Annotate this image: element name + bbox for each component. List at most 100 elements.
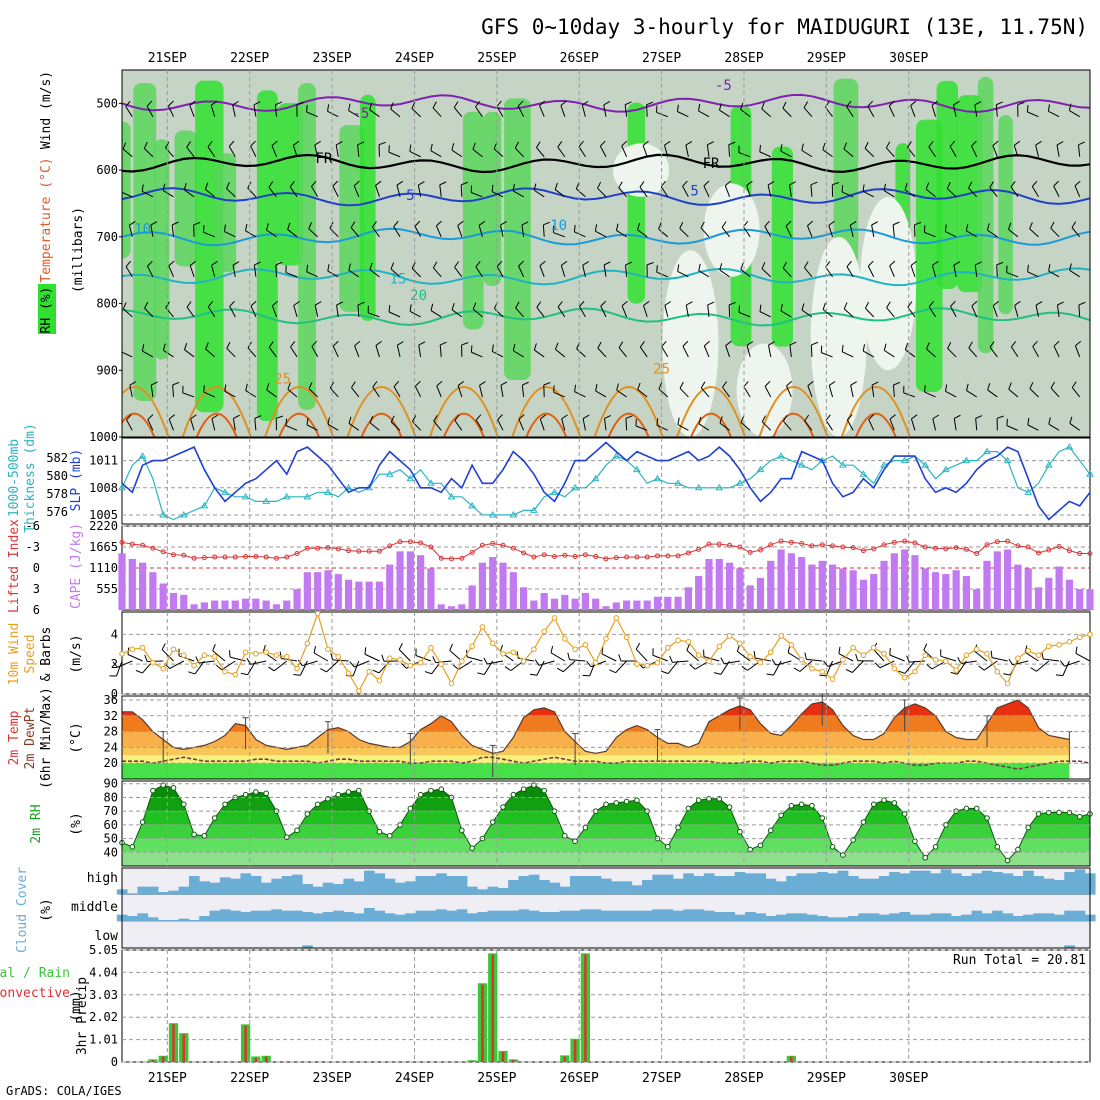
wind-barb-flag (971, 300, 978, 307)
wind-barb (804, 267, 813, 278)
wind-barb-flag (229, 300, 235, 307)
wind-barb (1006, 425, 1019, 431)
wind-barb-flag (418, 341, 426, 346)
wind-barb-flag (146, 100, 153, 107)
lifted-index-marker (140, 542, 146, 548)
wind-barb-flag (268, 666, 275, 672)
wind-barb (761, 421, 772, 431)
cape-bar (149, 572, 157, 610)
wind-barb (603, 264, 607, 277)
wind-barb-flag (168, 100, 174, 107)
wind-barb-flag (126, 414, 132, 421)
wind-barb-flag (1003, 673, 1011, 676)
cloud-cover-middle (930, 913, 942, 922)
wind-barb-flag (147, 414, 154, 420)
rh-marker (562, 833, 568, 839)
wind-barb-flag (850, 381, 857, 386)
wind-barb-flag (1007, 222, 1012, 230)
cloud-cover-middle (765, 916, 777, 922)
cloud-cover-middle (992, 910, 1003, 922)
lifted-index-marker (912, 540, 918, 546)
cloud-cover-middle (518, 909, 530, 922)
left-tick-label: 582 (46, 451, 68, 465)
wind-barb (311, 346, 319, 358)
wind-barb-flag (461, 181, 468, 186)
wind-barb-flag (841, 185, 844, 193)
wind-barb-flag (720, 657, 725, 665)
wind-barb-flag (740, 262, 744, 270)
cloud-cover-middle (528, 910, 540, 922)
precip-convective-bar (563, 1056, 567, 1062)
precip-convective-bar (182, 1034, 186, 1062)
wind-barb-flag (424, 671, 432, 675)
lifted-index-marker (1025, 544, 1031, 550)
wind-barb-flag (849, 221, 857, 226)
wind-barb-flag (372, 381, 378, 388)
cloud-cover-high (384, 878, 396, 895)
cloud-cover-middle (652, 909, 664, 922)
wind-barb (595, 230, 607, 238)
cape-bar (787, 553, 795, 610)
wind-barb (142, 350, 154, 358)
cloud-cover-middle (261, 910, 272, 922)
wind-barb-flag (989, 341, 995, 348)
wind-barb (992, 305, 998, 318)
isotherm-hot (854, 412, 897, 437)
wind-barb-flag (1006, 418, 1008, 426)
panel-frame (121, 780, 1091, 867)
wind-barb (782, 107, 792, 118)
wind-speed-marker (963, 652, 970, 659)
lifted-index-marker (840, 544, 846, 550)
rh-marker (603, 801, 609, 808)
rh-marker (623, 798, 630, 805)
cape-bar (447, 606, 456, 610)
lifted-index-marker (582, 552, 588, 558)
wind-barb-flag (129, 381, 137, 386)
wind-barb (738, 311, 751, 318)
wind-barb-flag (971, 140, 977, 147)
wind-barb-flag (393, 381, 400, 387)
wind-barb (561, 418, 566, 431)
cloud-cover-high (425, 876, 437, 895)
precip-convective-bar (491, 954, 494, 1062)
date-label-top: 26SEP (560, 51, 599, 66)
rh-marker (191, 831, 197, 838)
wind-barb (308, 388, 319, 398)
wind-barb (992, 145, 998, 157)
wind-barb (1069, 423, 1080, 431)
wind-barb (186, 306, 195, 318)
wind-barb-flag (947, 341, 952, 349)
wind-barb (1008, 388, 1019, 398)
cloud-cover-high (827, 873, 839, 895)
wind-barb (1074, 345, 1081, 358)
lifted-index-marker (438, 555, 444, 561)
cape-bar (592, 598, 600, 610)
wind-barb (475, 266, 483, 278)
cloud-cover-middle (271, 909, 283, 922)
wind-barb-flag (165, 141, 170, 149)
thickness-marker (1003, 456, 1012, 464)
cape-bar (1014, 564, 1022, 610)
cloud-cover-middle (302, 912, 313, 922)
thickness-marker (797, 461, 806, 468)
wind-barb-flag (646, 262, 654, 266)
wind-barb-flag (698, 263, 701, 271)
thickness-marker (653, 474, 662, 482)
wind-barb (624, 104, 628, 117)
wind-barb (893, 384, 895, 397)
wind-speed-marker (325, 646, 331, 653)
left-axis-label: & Barbs (39, 627, 54, 682)
rh-marker (798, 801, 805, 808)
wind-barb-flag (207, 301, 214, 308)
wind-barb (232, 418, 236, 431)
rh-marker (582, 824, 589, 831)
wind-barb (430, 150, 442, 158)
wind-barb (329, 387, 339, 398)
wind-speed-marker (757, 659, 764, 666)
wind-barb-flag (349, 661, 355, 668)
wind-barb-flag (597, 341, 602, 349)
wind-barb-flag (1048, 417, 1051, 425)
contour-label: 20 (410, 288, 427, 304)
wind-speed-marker (1035, 652, 1042, 659)
